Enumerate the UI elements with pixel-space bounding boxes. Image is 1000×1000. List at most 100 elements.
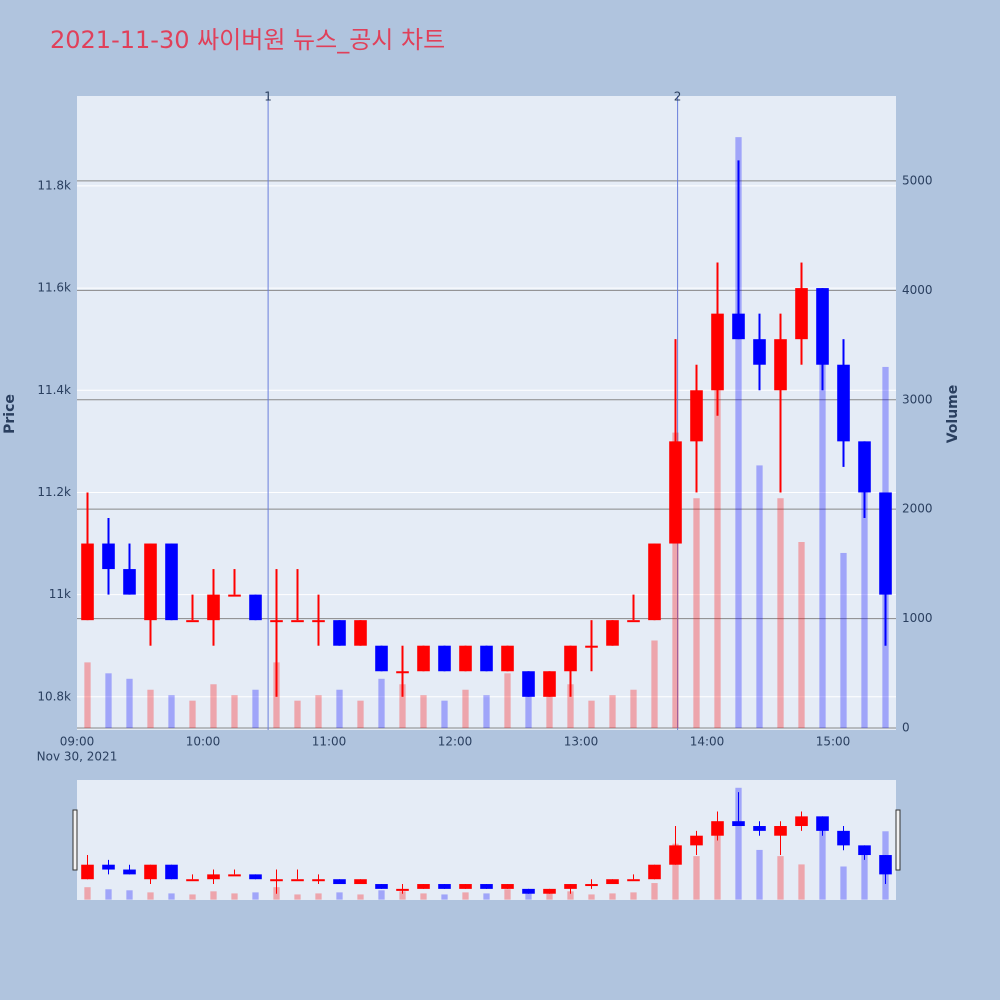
- candle-body: [81, 864, 94, 880]
- volume-bar: [483, 695, 490, 729]
- volume-bar: [210, 891, 217, 900]
- volume-bar: [399, 684, 406, 729]
- volume-bar: [420, 893, 427, 900]
- candle-body: [270, 620, 283, 623]
- candle-body: [480, 884, 493, 889]
- candle-body: [123, 569, 136, 595]
- candle-body: [480, 645, 493, 672]
- volume-bar: [861, 476, 868, 729]
- volume-bar: [399, 891, 406, 900]
- candle-body: [879, 492, 892, 595]
- candle-body: [627, 879, 640, 882]
- candle-body: [354, 620, 367, 646]
- candle-body: [543, 888, 556, 894]
- candle-body: [795, 816, 808, 827]
- volume-bar: [609, 695, 616, 729]
- y2-tick-label: 4000: [902, 283, 933, 297]
- volume-bar: [126, 890, 133, 900]
- candle-body: [879, 855, 892, 875]
- volume-bar: [252, 892, 259, 900]
- x-tick-label: 14:00: [690, 735, 725, 749]
- candle-body: [522, 888, 535, 894]
- plot-area: [77, 96, 896, 730]
- candle-body: [711, 313, 724, 391]
- candle-body: [585, 884, 598, 887]
- candle-body: [669, 845, 682, 865]
- candle-body: [165, 864, 178, 880]
- x-tick-label: 11:00: [312, 735, 347, 749]
- volume-bar: [252, 689, 259, 729]
- y-tick-label: 11.4k: [37, 383, 71, 397]
- slider-handle[interactable]: [895, 809, 901, 871]
- volume-bar: [756, 849, 763, 900]
- candle-body: [417, 645, 430, 672]
- candle-body: [123, 869, 136, 875]
- volume-bar: [147, 892, 154, 900]
- candle-body: [333, 620, 346, 646]
- y-tick-label: 11k: [49, 587, 71, 601]
- candle-body: [690, 835, 703, 846]
- candle-body: [249, 874, 262, 880]
- volume-bar: [714, 377, 721, 729]
- candle-body: [564, 645, 577, 672]
- y-tick-label: 10.8k: [37, 689, 71, 703]
- volume-bar: [777, 856, 784, 900]
- candle-body: [312, 879, 325, 882]
- volume-bar: [105, 889, 112, 900]
- candle-body: [837, 364, 850, 442]
- volume-bar: [672, 432, 679, 729]
- volume-bar: [336, 689, 343, 729]
- volume-bar: [441, 894, 448, 900]
- volume-bar: [840, 552, 847, 729]
- candle-body: [396, 888, 409, 891]
- candle-body: [627, 620, 640, 623]
- volume-bar: [231, 893, 238, 900]
- volume-bar: [462, 892, 469, 900]
- volume-bar: [819, 323, 826, 729]
- y-tick-label: 11.2k: [37, 485, 71, 499]
- candle-body: [417, 884, 430, 889]
- candle-body: [375, 884, 388, 889]
- volume-bar: [735, 137, 742, 729]
- candle-body: [669, 441, 682, 544]
- y2-axis-title: Volume: [945, 385, 961, 444]
- candle-body: [291, 620, 304, 623]
- candle-body: [564, 884, 577, 889]
- x-tick-label: 09:00: [60, 735, 95, 749]
- volume-bar: [126, 678, 133, 729]
- volume-bar: [714, 833, 721, 900]
- candle-body: [606, 879, 619, 885]
- candle-body: [543, 671, 556, 697]
- slider-handle[interactable]: [72, 809, 78, 871]
- candle-body: [228, 594, 241, 597]
- x-tick-label: 15:00: [816, 735, 851, 749]
- volume-bar: [441, 700, 448, 729]
- candle-body: [438, 884, 451, 889]
- candle-body: [81, 543, 94, 621]
- volume-bar: [609, 893, 616, 900]
- volume-bar: [84, 662, 91, 729]
- volume-bar: [777, 498, 784, 729]
- volume-bar: [504, 673, 511, 729]
- volume-bar: [294, 700, 301, 729]
- candle-body: [816, 816, 829, 831]
- range-slider[interactable]: [77, 780, 896, 900]
- candle-body: [144, 864, 157, 880]
- candle-body: [186, 879, 199, 882]
- volume-bar: [168, 695, 175, 729]
- candle-body: [207, 874, 220, 880]
- volume-bar: [819, 822, 826, 900]
- volume-bar: [462, 689, 469, 729]
- volume-bar: [105, 673, 112, 729]
- candle-body: [837, 830, 850, 846]
- annotation-label: 2: [674, 90, 682, 104]
- candle-body: [501, 645, 514, 672]
- volume-bar: [504, 889, 511, 900]
- candle-body: [648, 543, 661, 621]
- candle-body: [648, 864, 661, 880]
- date-label: Nov 30, 2021: [37, 750, 118, 764]
- candle-body: [732, 313, 745, 340]
- volume-bar: [588, 894, 595, 900]
- candle-body: [249, 594, 262, 621]
- y2-tick-label: 5000: [902, 173, 933, 187]
